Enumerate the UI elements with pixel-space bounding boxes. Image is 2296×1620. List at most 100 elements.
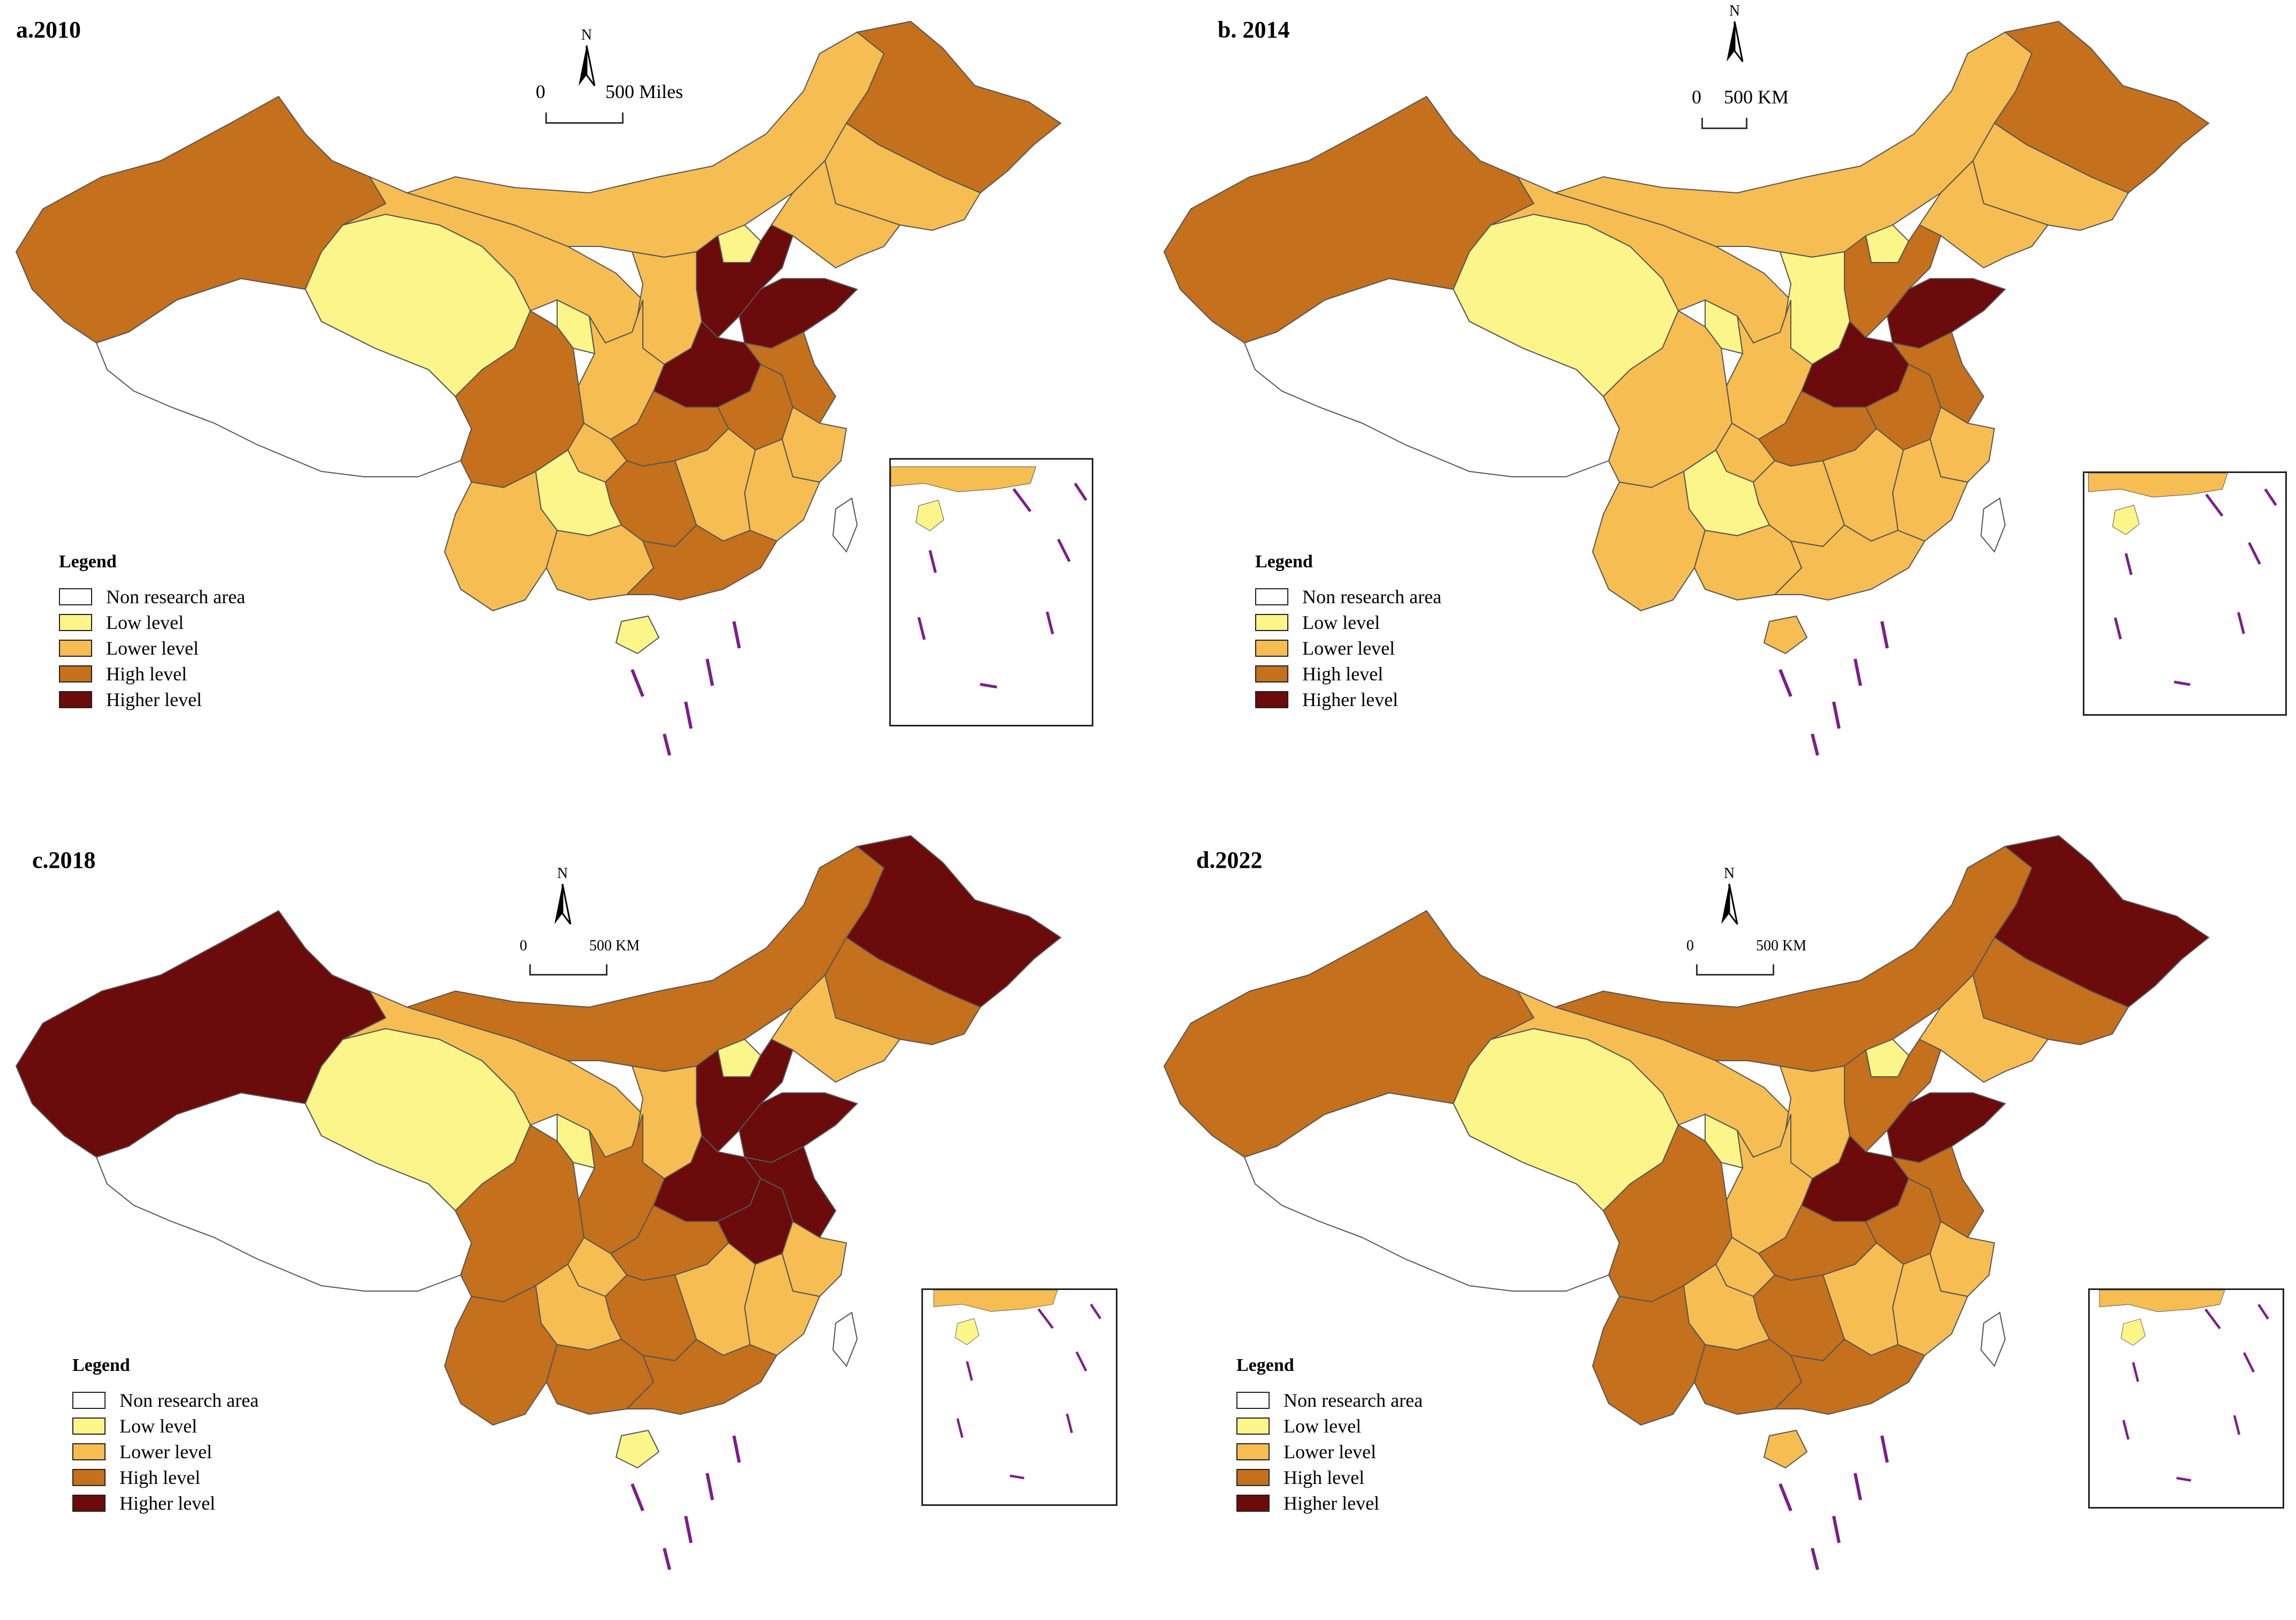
legend-label: Low level: [1284, 1415, 1361, 1437]
legend-item-higher: Higher level: [72, 1490, 259, 1516]
legend-label: High level: [106, 663, 187, 685]
legend-swatch: [1236, 1418, 1270, 1435]
legend-swatch: [72, 1495, 106, 1512]
south-china-sea-inset: [921, 1288, 1117, 1506]
region-heilongjiang: [1993, 835, 2210, 1008]
scale-label: 500 KM: [589, 938, 640, 954]
south-china-sea-inset: [889, 458, 1093, 726]
legend-label: Non research area: [119, 1390, 259, 1411]
legend-swatch: [1255, 588, 1288, 605]
panel-title: a.2010: [16, 17, 81, 43]
legend-swatch: [72, 1418, 106, 1435]
region-hainan: [615, 1429, 660, 1469]
legend-item-non: Non research area: [59, 584, 245, 610]
nine-dash-line-segment: [1880, 1435, 1889, 1463]
legend-item-lower: Lower level: [1236, 1439, 1423, 1465]
legend-label: High level: [119, 1467, 200, 1488]
legend-swatch: [1236, 1392, 1270, 1409]
inset-map: [2088, 473, 2277, 686]
legend-swatch: [1236, 1443, 1270, 1460]
map-panel-b: b. 2014 N 0 500 KM Legend Non research a…: [1148, 0, 2294, 793]
nine-dash-line-segment: [684, 701, 693, 729]
north-arrow-icon: N: [544, 865, 581, 929]
legend-swatch: [1255, 665, 1288, 682]
region-guangdong: [625, 524, 778, 601]
legend-swatch: [59, 614, 92, 631]
inset-map: [891, 466, 1087, 689]
region-taiwan: [832, 1311, 858, 1367]
nine-dash-line-segment: [663, 733, 671, 756]
nine-dash-line-segment: [1811, 1548, 1819, 1570]
region-guangdong: [1773, 524, 1926, 601]
inset-dash-segment: [2176, 1476, 2192, 1482]
inset-dash-segment: [2132, 1362, 2140, 1382]
region-heilongjiang: [1993, 20, 2210, 194]
north-arrow-icon: N: [1716, 3, 1753, 67]
inset-dash-segment: [1057, 538, 1071, 562]
nine-dash-line-segment: [706, 658, 714, 686]
inset-dash-segment: [1009, 1474, 1025, 1480]
legend: Legend Non research area Low level Lower l…: [72, 1355, 259, 1516]
china-map: [1163, 20, 2210, 756]
region-jiangsu: [743, 331, 837, 424]
legend-swatch: [72, 1469, 106, 1486]
map-panel-d: d.2022 N 0 500 KM Legend Non research ar…: [1148, 814, 2294, 1607]
panel-title: c.2018: [32, 847, 96, 873]
nine-dash-line-segment: [663, 1548, 671, 1570]
inset-dash-segment: [1075, 1351, 1087, 1372]
legend-label: Higher level: [106, 689, 202, 710]
south-china-sea-inset: [2088, 1288, 2284, 1509]
map-panel-a: a.2010 N 0 500 Miles Legend Non research…: [0, 0, 1146, 793]
north-arrow-icon: N: [1710, 865, 1748, 929]
legend-label: Low level: [119, 1415, 197, 1437]
inset-coastline: [933, 1290, 1058, 1312]
inset-hainan: [916, 499, 944, 531]
legend-label: High level: [1302, 663, 1383, 685]
inset-dash-segment: [966, 1361, 973, 1381]
legend-title: Legend: [1255, 552, 1313, 572]
region-guangdong: [1773, 1338, 1926, 1415]
inset-dash-segment: [1066, 1413, 1073, 1434]
legend-item-high: High level: [59, 661, 245, 687]
legend-swatch: [1236, 1469, 1270, 1486]
legend-item-non: Non research area: [1255, 584, 1442, 610]
region-taiwan: [1980, 497, 2006, 553]
inset-coastline: [2088, 473, 2229, 498]
inset-dash-segment: [2204, 1308, 2221, 1330]
region-hainan: [1763, 615, 1808, 655]
nine-dash-line-segment: [1779, 669, 1792, 698]
legend-title: Legend: [1236, 1355, 1294, 1375]
inset-dash-segment: [1012, 488, 1032, 513]
map-panel-c: c.2018 N 0 500 KM Legend Non research ar…: [0, 814, 1146, 1607]
legend-label: Low level: [1302, 612, 1380, 633]
inset-dash-segment: [2248, 542, 2261, 565]
legend-swatch: [59, 588, 92, 605]
legend-item-non: Non research area: [72, 1388, 259, 1413]
inset-hainan: [955, 1318, 979, 1345]
inset-map: [2099, 1290, 2269, 1482]
inset-dash-segment: [1037, 1308, 1054, 1329]
legend-swatch: [59, 640, 92, 657]
scale-bar: 0 500 KM: [1686, 938, 1911, 996]
nine-dash-line-segment: [684, 1516, 693, 1543]
legend-swatch: [72, 1443, 106, 1460]
legend-item-high: High level: [72, 1465, 259, 1490]
legend-item-higher: Higher level: [59, 687, 245, 712]
china-map: [15, 835, 1062, 1570]
inset-dash-segment: [917, 617, 926, 640]
inset-dash-segment: [980, 682, 997, 689]
legend-item-higher: Higher level: [1255, 687, 1442, 712]
nine-dash-line-segment: [1854, 1473, 1862, 1501]
legend-item-lower: Lower level: [59, 635, 245, 661]
inset-coastline: [891, 466, 1037, 492]
legend-label: Non research area: [1284, 1390, 1423, 1411]
inset-dash-segment: [2125, 553, 2133, 575]
legend-swatch: [72, 1392, 106, 1409]
legend-label: Non research area: [1302, 586, 1442, 608]
legend-item-low: Low level: [1236, 1413, 1423, 1439]
scale-label: 500 KM: [1756, 938, 1807, 954]
legend-item-high: High level: [1236, 1465, 1423, 1490]
scale-bar: 0 500 KM: [520, 938, 745, 996]
legend-title: Legend: [72, 1355, 130, 1375]
legend: Legend Non research area Low level Lower l…: [59, 552, 245, 712]
